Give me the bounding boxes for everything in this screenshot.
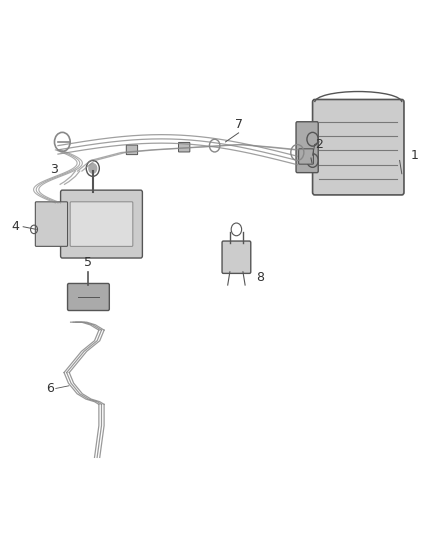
Circle shape [89, 164, 97, 173]
FancyBboxPatch shape [126, 145, 138, 155]
Text: 8: 8 [256, 271, 264, 284]
FancyBboxPatch shape [35, 202, 67, 246]
Text: 2: 2 [315, 138, 323, 151]
Text: 4: 4 [11, 220, 19, 233]
FancyBboxPatch shape [313, 100, 404, 195]
Text: 5: 5 [85, 256, 92, 269]
FancyBboxPatch shape [60, 190, 142, 258]
FancyBboxPatch shape [296, 122, 318, 173]
FancyBboxPatch shape [179, 142, 190, 152]
FancyBboxPatch shape [67, 284, 110, 311]
FancyBboxPatch shape [299, 149, 314, 164]
FancyBboxPatch shape [222, 241, 251, 273]
FancyBboxPatch shape [70, 202, 133, 246]
Circle shape [310, 135, 316, 143]
Text: 3: 3 [49, 163, 57, 176]
Text: 6: 6 [46, 382, 53, 395]
Text: 1: 1 [410, 149, 418, 161]
Circle shape [310, 157, 316, 164]
Text: 7: 7 [235, 118, 243, 131]
